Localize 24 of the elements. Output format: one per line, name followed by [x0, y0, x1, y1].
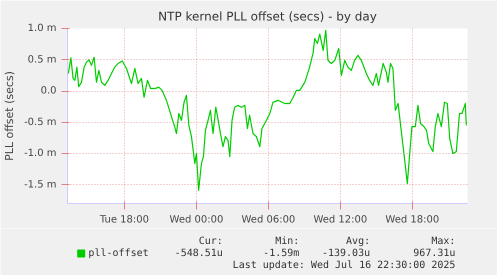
y-tick-label: -1.5 m — [24, 179, 57, 190]
y-tick-label: 1.0 m — [28, 23, 57, 34]
chart-title: NTP kernel PLL offset (secs) - by day — [158, 10, 377, 24]
x-tick-label: Wed 06:00 — [242, 214, 296, 226]
text: Avg: — [346, 236, 370, 247]
x-tick-label: Wed 12:00 — [313, 214, 368, 226]
text: 967.31u — [413, 248, 456, 259]
text: Max: — [431, 236, 456, 247]
text: -139.03u — [322, 248, 370, 259]
x-tick-label: Wed 00:00 — [170, 214, 224, 226]
x-tick-label: Tue 18:00 — [98, 214, 150, 226]
line-series — [68, 30, 467, 191]
legend-label: pll-offset — [88, 248, 149, 259]
text: Cur: — [198, 236, 223, 247]
text: -548.51u — [174, 248, 223, 259]
y-tick-label: 0.0 — [40, 86, 57, 96]
text: -1.59m — [263, 248, 300, 259]
y-tick-label: 0.5 m — [28, 54, 57, 66]
x-tick-label: Wed 18:00 — [385, 214, 440, 226]
text: Last update: Wed Jul 16 22:30:00 2025 — [232, 260, 456, 271]
y-axis-title: PLL offset (secs) — [3, 71, 16, 161]
y-tick-label: -1.0 m — [24, 148, 57, 159]
text: Min: — [275, 236, 300, 247]
y-tick-label: -0.5 m — [24, 116, 57, 128]
